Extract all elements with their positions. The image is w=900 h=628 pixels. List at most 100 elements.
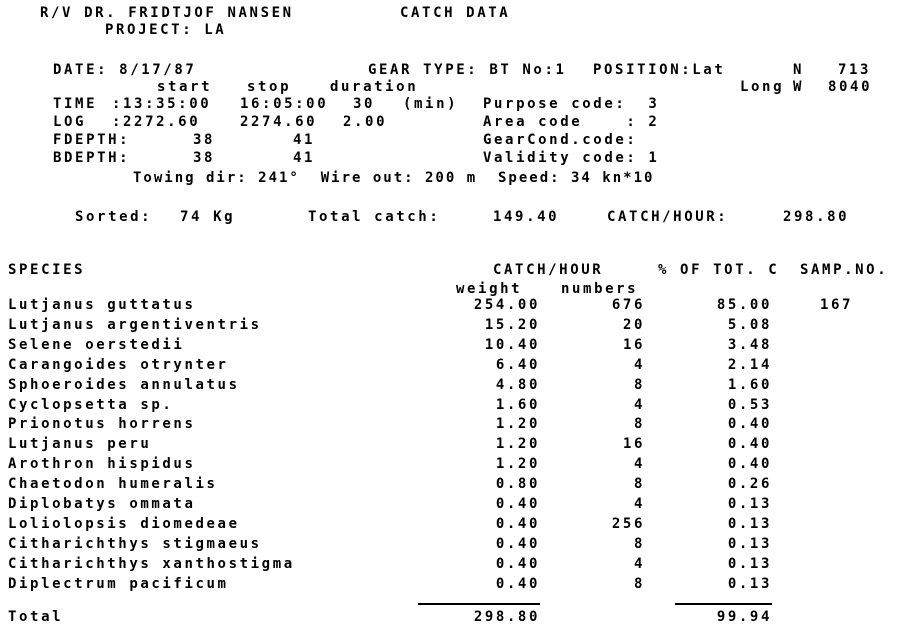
numbers-value: 256 xyxy=(611,515,645,532)
col-stop: stop xyxy=(247,79,292,95)
numbers-value: 20 xyxy=(622,316,645,333)
samp-value: 167 xyxy=(820,297,854,313)
weight-value: 6.40 xyxy=(495,356,540,373)
project: PROJECT: LA xyxy=(105,22,227,38)
col-numbers: numbers xyxy=(561,281,639,297)
weight-value: 1.20 xyxy=(495,436,540,453)
fdepth-label: FDEPTH: xyxy=(53,132,131,148)
species-name: Chaetodon humeralis xyxy=(8,476,218,493)
weight-value: 10.40 xyxy=(484,336,540,353)
vessel-name: R/V DR. FRIDTJOF NANSEN xyxy=(40,5,294,21)
col-catch-hour: CATCH/HOUR xyxy=(493,262,604,278)
species-name: Lutjanus argentiventris xyxy=(8,316,262,333)
species-name: Loliolopsis diomedeae xyxy=(8,515,240,532)
species-name: Cyclopsetta sp. xyxy=(8,396,174,413)
numbers-value: 4 xyxy=(633,555,645,572)
col-samp: SAMP.NO. xyxy=(800,262,889,278)
species-name: Citharichthys stigmaeus xyxy=(8,535,262,552)
species-name: Sphoeroides annulatus xyxy=(8,376,240,393)
weight-value: 1.20 xyxy=(495,456,540,473)
validity-code: Validity code: 1 xyxy=(483,150,660,166)
weight-total-rule xyxy=(418,603,540,605)
numbers-value: 8 xyxy=(633,476,645,493)
species-name: Citharichthys xanthostigma xyxy=(8,555,295,572)
weight-value: 0.40 xyxy=(495,555,540,572)
pct-value: 0.26 xyxy=(727,476,772,493)
log-start: :2272.60 xyxy=(112,114,201,130)
pct-value: 0.40 xyxy=(727,416,772,433)
species-name: Selene oerstedii xyxy=(8,336,185,353)
col-species: SPECIES xyxy=(8,262,86,278)
pct-value: 5.08 xyxy=(727,316,772,333)
lat-hemisphere: N xyxy=(793,62,805,78)
pct-value: 0.40 xyxy=(727,436,772,453)
species-name: Arothron hispidus xyxy=(8,456,196,473)
pct-value: 0.13 xyxy=(727,555,772,572)
species-name: Carangoides otrynter xyxy=(8,356,229,373)
col-weight: weight xyxy=(456,281,523,297)
col-duration: duration xyxy=(330,79,419,95)
numbers-value: 8 xyxy=(633,535,645,552)
sorted-value: 74 Kg xyxy=(180,209,236,225)
towing-info: Towing dir: 241° Wire out: 200 m Speed: … xyxy=(133,170,655,186)
col-start: start xyxy=(157,79,213,95)
pct-total-rule xyxy=(675,603,772,605)
total-catch-label: Total catch: xyxy=(308,209,441,225)
species-name: Diplobatys ommata xyxy=(8,496,196,512)
pct-value: 1.60 xyxy=(727,376,772,393)
weight-value: 1.60 xyxy=(495,396,540,413)
col-pct: % OF TOT. C xyxy=(658,262,780,278)
catch-hour-label: CATCH/HOUR: xyxy=(607,209,729,225)
latitude: 713 xyxy=(838,62,872,78)
time-start: :13:35:00 xyxy=(112,96,212,112)
weight-value: 1.20 xyxy=(495,416,540,433)
date: DATE: 8/17/87 xyxy=(53,62,197,78)
pct-value: 2.14 xyxy=(727,356,772,373)
species-name: Lutjanus guttatus xyxy=(8,297,196,313)
weight-value: 0.40 xyxy=(495,535,540,552)
position-label: POSITION:Lat xyxy=(593,62,726,78)
fdepth-stop: 41 xyxy=(293,132,316,148)
numbers-value: 4 xyxy=(633,356,645,373)
long-label: Long xyxy=(740,79,785,95)
pct-value: 0.13 xyxy=(727,496,772,512)
weight-value: 4.80 xyxy=(495,376,540,393)
gear-type: GEAR TYPE: BT No:1 xyxy=(368,62,567,78)
weight-value: 0.40 xyxy=(495,496,540,512)
species-name: Diplectrum pacificum xyxy=(8,575,229,592)
pct-value: 0.13 xyxy=(727,575,772,592)
numbers-value: 676 xyxy=(611,297,645,313)
weight-value: 15.20 xyxy=(484,316,540,333)
area-code: Area code : 2 xyxy=(483,114,660,130)
pct-value: 0.13 xyxy=(727,535,772,552)
time-duration: 30 xyxy=(353,96,376,112)
pct-value: 0.13 xyxy=(727,515,772,532)
total-pct: 99.94 xyxy=(716,609,772,625)
pct-value: 0.40 xyxy=(727,456,772,473)
log-label: LOG xyxy=(53,114,87,130)
sorted-label: Sorted: xyxy=(75,209,153,225)
long-hemisphere: W xyxy=(793,79,805,95)
log-duration: 2.00 xyxy=(343,114,388,130)
numbers-value: 4 xyxy=(633,396,645,413)
numbers-value: 16 xyxy=(622,336,645,353)
purpose-code: Purpose code: 3 xyxy=(483,96,660,112)
bdepth-label: BDEPTH: xyxy=(53,150,131,166)
weight-value: 0.40 xyxy=(495,575,540,592)
pct-value: 85.00 xyxy=(716,297,772,313)
bdepth-stop: 41 xyxy=(293,150,316,166)
weight-value: 254.00 xyxy=(473,297,540,313)
total-weight: 298.80 xyxy=(473,609,540,625)
numbers-value: 4 xyxy=(633,456,645,473)
gearcond-code: GearCond.code: xyxy=(483,132,638,148)
catch-hour-value: 298.80 xyxy=(783,209,850,225)
total-label: Total xyxy=(8,609,64,625)
document-title: CATCH DATA xyxy=(400,5,511,21)
species-name: Lutjanus peru xyxy=(8,436,152,453)
fdepth-start: 38 xyxy=(193,132,216,148)
numbers-value: 16 xyxy=(622,436,645,453)
longitude: 8040 xyxy=(828,79,873,95)
pct-value: 3.48 xyxy=(727,336,772,353)
time-stop: 16:05:00 xyxy=(240,96,329,112)
